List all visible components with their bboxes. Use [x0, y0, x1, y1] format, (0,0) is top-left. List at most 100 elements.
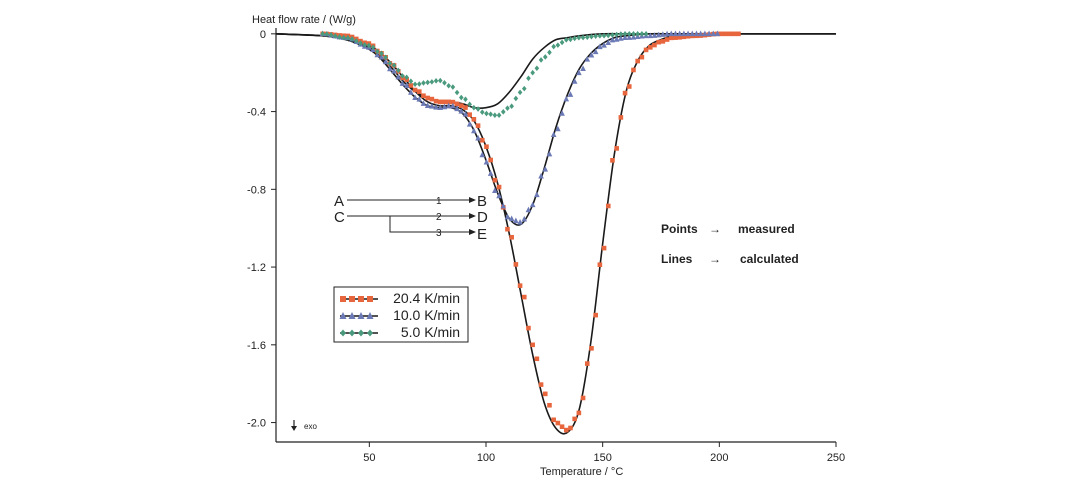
- measured-point-5-0-k-min: [437, 77, 443, 84]
- measured-point-5-0-k-min: [479, 109, 485, 115]
- note-points-arrow: →: [709, 222, 721, 236]
- measured-point-20-4-k-min: [442, 99, 447, 105]
- measured-point-20-4-k-min: [681, 34, 687, 40]
- measured-point-10-0-k-min: [559, 110, 565, 116]
- measured-point-20-4-k-min: [568, 425, 573, 431]
- measured-point-20-4-k-min: [416, 89, 422, 94]
- measured-point-5-0-k-min: [517, 89, 523, 96]
- measured-point-20-4-k-min: [446, 99, 451, 105]
- measured-point-20-4-k-min: [433, 98, 439, 104]
- measured-point-10-0-k-min: [378, 53, 385, 60]
- measured-point-20-4-k-min: [475, 123, 481, 128]
- measured-point-20-4-k-min: [576, 410, 582, 416]
- measured-point-5-0-k-min: [568, 36, 573, 43]
- measured-point-10-0-k-min: [618, 35, 624, 41]
- measured-point-20-4-k-min: [593, 312, 598, 318]
- x-tick-label: 50: [363, 452, 375, 464]
- measured-point-10-0-k-min: [508, 215, 515, 222]
- measured-point-20-4-k-min: [719, 31, 724, 37]
- legend-marker-square: [358, 296, 364, 302]
- measured-point-10-0-k-min: [592, 48, 599, 55]
- measured-point-20-4-k-min: [622, 90, 628, 96]
- measured-point-20-4-k-min: [601, 245, 607, 251]
- measured-point-5-0-k-min: [593, 33, 598, 39]
- legend-marker-triangle: [339, 312, 347, 319]
- scheme-species-d: D: [477, 209, 488, 226]
- calculated-line-10-0-k-min: [275, 32, 836, 226]
- measured-point-5-0-k-min: [320, 31, 325, 37]
- measured-point-20-4-k-min: [631, 67, 636, 73]
- measured-point-10-0-k-min: [525, 206, 532, 213]
- annotation-notes: Points → measured Lines → calculated: [661, 222, 799, 266]
- measured-point-20-4-k-min: [425, 95, 430, 101]
- measured-point-5-0-k-min: [513, 95, 519, 102]
- scheme-arrow-3: [389, 216, 470, 233]
- measured-point-10-0-k-min: [664, 30, 670, 37]
- measured-point-10-0-k-min: [689, 30, 696, 37]
- measured-point-20-4-k-min: [509, 234, 514, 240]
- legend-marker-triangle: [366, 312, 374, 319]
- measured-point-5-0-k-min: [353, 38, 359, 44]
- measured-point-20-4-k-min: [534, 356, 540, 362]
- measured-point-10-0-k-min: [571, 78, 578, 84]
- measured-point-5-0-k-min: [614, 31, 619, 38]
- scheme-arrowhead-2: [469, 213, 476, 219]
- measured-point-10-0-k-min: [555, 125, 561, 132]
- y-tick-label: -0.8: [247, 184, 266, 196]
- y-axis-title: Heat flow rate / (W/g): [252, 14, 356, 26]
- scheme-species-a: A: [334, 193, 344, 210]
- measured-point-5-0-k-min: [341, 34, 346, 41]
- measured-point-5-0-k-min: [555, 42, 561, 48]
- measured-point-5-0-k-min: [492, 112, 498, 119]
- measured-point-20-4-k-min: [429, 96, 435, 102]
- measured-point-5-0-k-min: [572, 35, 577, 42]
- measured-point-20-4-k-min: [736, 31, 741, 37]
- x-axis-title: Temperature / °C: [540, 466, 623, 478]
- measured-point-5-0-k-min: [601, 32, 607, 39]
- measured-point-20-4-k-min: [635, 58, 640, 64]
- measured-point-10-0-k-min: [534, 191, 540, 198]
- measured-point-10-0-k-min: [500, 202, 507, 209]
- legend-marker-square: [349, 296, 355, 302]
- measured-point-10-0-k-min: [626, 34, 633, 40]
- measured-point-20-4-k-min: [471, 116, 477, 122]
- measured-point-10-0-k-min: [521, 215, 528, 222]
- measured-point-10-0-k-min: [462, 110, 469, 117]
- measured-point-10-0-k-min: [672, 30, 679, 37]
- measured-point-5-0-k-min: [416, 81, 422, 87]
- measured-point-10-0-k-min: [479, 151, 486, 158]
- measured-point-20-4-k-min: [664, 37, 670, 42]
- measured-point-10-0-k-min: [471, 127, 477, 134]
- measured-point-5-0-k-min: [597, 33, 603, 39]
- measured-point-10-0-k-min: [550, 131, 557, 138]
- measured-point-5-0-k-min: [463, 96, 468, 103]
- measured-point-5-0-k-min: [446, 82, 451, 89]
- legend-label-10-0: 10.0 K/min: [393, 307, 460, 323]
- measured-point-20-4-k-min: [467, 112, 472, 117]
- measured-point-5-0-k-min: [635, 31, 640, 37]
- measured-point-10-0-k-min: [454, 105, 460, 112]
- measured-point-20-4-k-min: [668, 35, 674, 41]
- measured-point-20-4-k-min: [484, 144, 489, 150]
- exo-indicator: exo: [291, 420, 317, 431]
- measured-point-5-0-k-min: [374, 48, 380, 55]
- measured-point-5-0-k-min: [358, 40, 363, 46]
- measured-point-5-0-k-min: [622, 31, 628, 37]
- measured-point-20-4-k-min: [551, 417, 556, 423]
- measured-point-10-0-k-min: [651, 32, 658, 38]
- legend: 20.4 K/min 10.0 K/min 5.0 K/min: [333, 286, 469, 343]
- measured-point-5-0-k-min: [387, 60, 393, 67]
- measured-point-10-0-k-min: [563, 95, 570, 102]
- measured-point-10-0-k-min: [416, 96, 423, 102]
- measured-point-10-0-k-min: [668, 30, 675, 37]
- legend-markers: [339, 296, 378, 337]
- note-lines-arrow: →: [709, 252, 721, 266]
- measured-point-5-0-k-min: [391, 62, 397, 69]
- measured-point-5-0-k-min: [643, 31, 649, 37]
- measured-point-5-0-k-min: [349, 36, 355, 42]
- measured-point-10-0-k-min: [412, 94, 418, 101]
- measured-point-20-4-k-min: [496, 184, 502, 190]
- measured-point-5-0-k-min: [324, 31, 330, 37]
- measured-point-20-4-k-min: [563, 427, 569, 433]
- measured-point-5-0-k-min: [370, 44, 376, 51]
